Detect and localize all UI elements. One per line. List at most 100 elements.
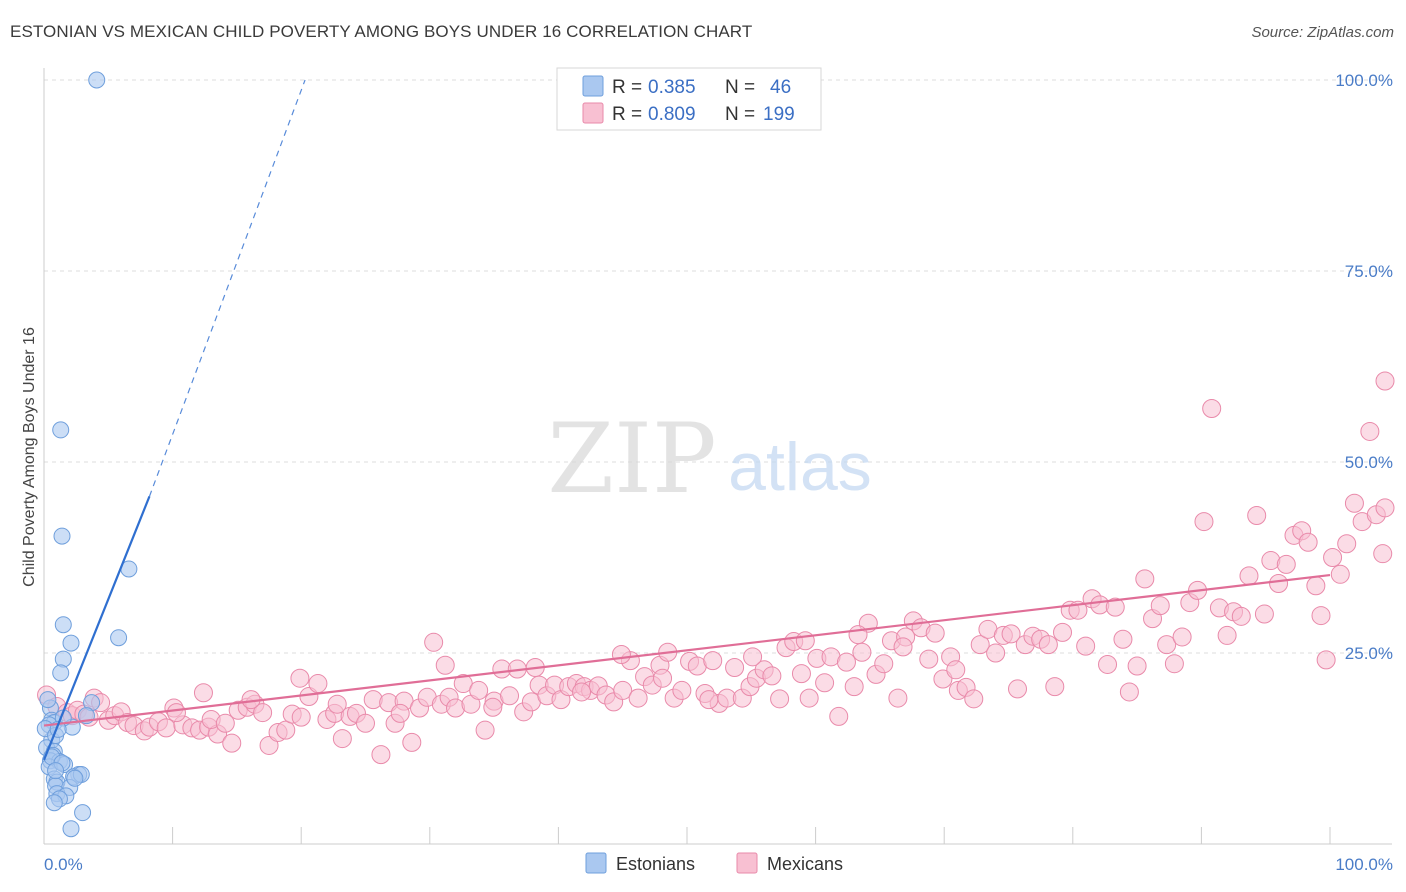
watermark-zip: ZIP: [547, 403, 716, 515]
data-point-estonians: [88, 71, 106, 89]
data-point-mexicans: [925, 623, 945, 643]
data-point-mexicans: [356, 713, 375, 733]
data-point-mexicans: [1337, 534, 1357, 554]
data-point-mexicans: [469, 680, 489, 700]
data-point-mexicans: [483, 697, 503, 717]
bottom-legend-swatch-estonians: [585, 852, 607, 874]
data-point-mexicans: [1239, 566, 1259, 586]
data-point-mexicans: [390, 703, 410, 723]
data-point-estonians: [54, 650, 72, 668]
data-point-estonians: [53, 527, 71, 545]
data-point-mexicans: [572, 682, 592, 702]
data-point-mexicans: [836, 652, 856, 672]
legend-box: R = 0.385 N = 46 R = 0.809 N = 199: [556, 67, 822, 131]
data-point-mexicans: [1298, 532, 1318, 552]
data-point-mexicans: [1157, 635, 1177, 655]
data-point-mexicans: [964, 689, 984, 709]
data-point-mexicans: [613, 680, 633, 700]
y-axis-label: Child Poverty Among Boys Under 16: [21, 327, 38, 587]
data-point-mexicans: [933, 669, 953, 689]
data-point-mexicans: [363, 690, 383, 710]
data-point-estonians: [74, 804, 92, 822]
data-point-mexicans: [848, 625, 868, 645]
legend-r-value-estonians: 0.385: [648, 77, 696, 98]
data-point-mexicans: [628, 688, 648, 708]
data-point-mexicans: [743, 647, 763, 667]
data-point-estonians: [47, 762, 65, 780]
trend-lines: [42, 79, 1331, 761]
series-mexicans-points: [37, 371, 1395, 765]
watermark-atlas: atlas: [728, 429, 872, 505]
data-point-mexicans: [1172, 627, 1192, 647]
data-point-mexicans: [1113, 629, 1133, 649]
data-point-mexicans: [829, 706, 849, 726]
data-point-mexicans: [852, 642, 872, 662]
data-point-mexicans: [1164, 654, 1184, 674]
data-point-mexicans: [946, 660, 966, 680]
trend-line-mexicans: [43, 573, 1331, 727]
legend-n-label-mexicans: N =: [725, 104, 755, 125]
bottom-legend-estonians: Estonians: [616, 854, 695, 874]
legend-n-value-mexicans: 199: [763, 104, 795, 125]
data-point-mexicans: [424, 632, 444, 652]
data-point-mexicans: [1119, 682, 1139, 702]
data-point-mexicans: [1247, 505, 1267, 525]
data-point-mexicans: [1360, 421, 1380, 441]
data-point-mexicans: [166, 703, 186, 723]
data-point-mexicans: [276, 720, 296, 740]
data-point-mexicans: [653, 668, 673, 688]
bottom-legend-mexicans: Mexicans: [767, 854, 843, 874]
x-tick-label: 0.0%: [44, 855, 83, 874]
data-point-mexicans: [970, 635, 990, 655]
y-tick-label: 25.0%: [1345, 644, 1393, 663]
data-point-mexicans: [703, 651, 723, 671]
y-tick-label: 100.0%: [1335, 71, 1393, 90]
data-point-mexicans: [672, 680, 692, 700]
y-tick-label: 50.0%: [1345, 453, 1393, 472]
data-point-mexicans: [1375, 371, 1395, 391]
data-point-mexicans: [874, 654, 894, 674]
data-point-mexicans: [290, 668, 310, 688]
data-point-estonians: [45, 794, 63, 812]
data-point-mexicans: [402, 732, 422, 752]
data-point-mexicans: [799, 688, 819, 708]
data-point-mexicans: [725, 658, 745, 678]
data-point-mexicans: [815, 673, 835, 693]
data-point-mexicans: [1127, 656, 1147, 676]
data-point-mexicans: [327, 694, 347, 714]
source-credit: Source: ZipAtlas.com: [1251, 24, 1394, 41]
watermark: ZIP atlas: [547, 403, 871, 515]
chart-title: ESTONIAN VS MEXICAN CHILD POVERTY AMONG …: [10, 22, 753, 41]
data-point-mexicans: [699, 690, 719, 710]
data-point-mexicans: [193, 683, 213, 703]
data-point-mexicans: [1105, 597, 1125, 617]
data-point-mexicans: [888, 688, 908, 708]
trend-line-estonians: [42, 495, 151, 761]
data-point-mexicans: [762, 666, 782, 686]
data-point-mexicans: [1276, 554, 1296, 574]
legend-r-value-mexicans: 0.809: [648, 104, 696, 125]
data-point-estonians: [52, 664, 70, 682]
data-point-estonians: [62, 820, 80, 838]
data-point-mexicans: [1038, 635, 1058, 655]
legend-n-value-estonians: 46: [770, 77, 791, 98]
legend-r-label-mexicans: R =: [612, 104, 642, 125]
data-point-mexicans: [844, 677, 864, 697]
data-point-mexicans: [215, 713, 235, 733]
data-point-mexicans: [1001, 624, 1021, 644]
data-point-mexicans: [500, 686, 520, 706]
trend-line-estonians-extension: [148, 79, 306, 497]
data-point-mexicans: [1150, 596, 1170, 616]
data-point-mexicans: [1076, 636, 1096, 656]
legend-swatch-estonians: [582, 75, 604, 97]
data-point-mexicans: [1202, 399, 1222, 419]
data-point-estonians: [62, 634, 80, 652]
data-point-mexicans: [253, 703, 273, 723]
data-point-mexicans: [611, 645, 631, 665]
data-point-mexicans: [259, 735, 279, 755]
data-point-mexicans: [1098, 654, 1118, 674]
legend-n-label-estonians: N =: [725, 77, 755, 98]
data-point-estonians: [54, 616, 72, 634]
data-point-mexicans: [1053, 622, 1073, 642]
